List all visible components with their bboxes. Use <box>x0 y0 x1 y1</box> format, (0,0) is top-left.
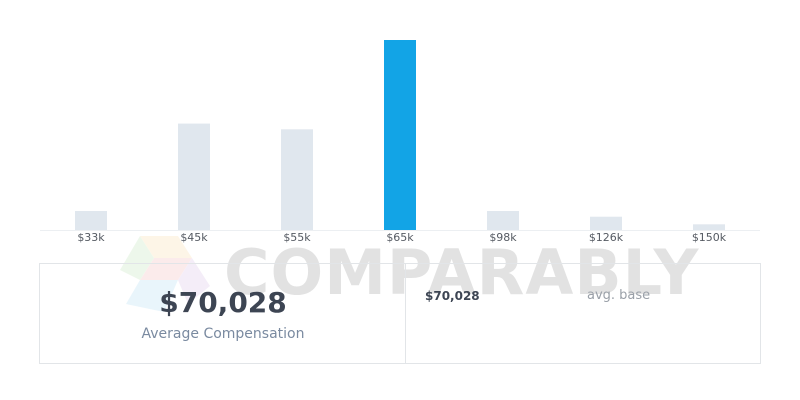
x-tick-label-1: $45k <box>180 231 208 244</box>
x-tick-label-3: $65k <box>386 231 414 244</box>
x-tick-label-2: $55k <box>283 231 311 244</box>
salary-distribution-chart: $33k $45k $55k $65k $98k $126k $150k <box>40 40 760 244</box>
bar-5 <box>590 216 622 230</box>
average-compensation-label: Average Compensation <box>141 326 305 342</box>
average-compensation-box: $70,028 Average Compensation <box>40 264 406 363</box>
compensation-summary-panel: $70,028 Average Compensation $70,028 avg… <box>39 263 761 364</box>
average-compensation-value: $70,028 <box>159 286 287 319</box>
avg-base-label: avg. base <box>587 288 651 303</box>
avg-base-value: $70,028 <box>425 289 480 303</box>
x-tick-label-5: $126k <box>589 231 624 244</box>
bar-6 <box>693 224 725 230</box>
bar-2 <box>281 129 313 230</box>
bar-3 <box>384 40 416 230</box>
bar-1 <box>178 123 210 230</box>
x-tick-label-4: $98k <box>489 231 517 244</box>
x-tick-label-0: $33k <box>77 231 105 244</box>
x-tick-label-6: $150k <box>692 231 727 244</box>
bar-4 <box>487 211 519 230</box>
bar-0 <box>75 211 107 230</box>
